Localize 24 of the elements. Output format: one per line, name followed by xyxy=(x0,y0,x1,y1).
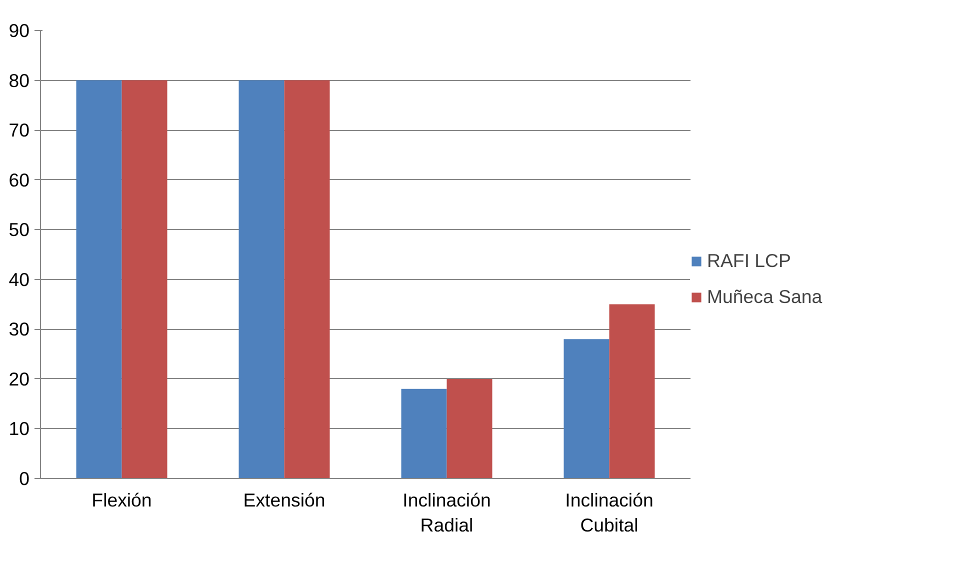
y-tick-label: 60 xyxy=(8,169,30,190)
y-tick-label: 90 xyxy=(8,20,30,41)
bar xyxy=(401,388,447,478)
x-tick-label: Extensión xyxy=(243,490,326,510)
bar xyxy=(238,80,284,478)
y-tick-label: 80 xyxy=(8,70,30,91)
x-tick-label: Inclinación Radial xyxy=(402,490,491,536)
y-tick-label: 20 xyxy=(8,368,30,390)
bar xyxy=(284,80,330,478)
x-tick-label: Inclinación Cubital xyxy=(565,490,654,536)
legend-label: Muñeca Sana xyxy=(707,286,822,308)
y-tick-label: 30 xyxy=(8,318,30,340)
bar xyxy=(76,80,122,478)
y-tick-label: 0 xyxy=(19,468,30,489)
bar xyxy=(564,339,610,478)
bar xyxy=(609,304,655,478)
legend-label: RAFI LCP xyxy=(707,250,791,272)
bar xyxy=(122,80,168,478)
bar xyxy=(446,378,492,478)
y-tick-label: 70 xyxy=(8,120,30,141)
y-tick-label: 50 xyxy=(8,219,30,240)
x-tick-label: Flexión xyxy=(92,490,152,510)
y-tick-label: 10 xyxy=(8,418,30,440)
y-tick-label: 40 xyxy=(8,268,30,290)
